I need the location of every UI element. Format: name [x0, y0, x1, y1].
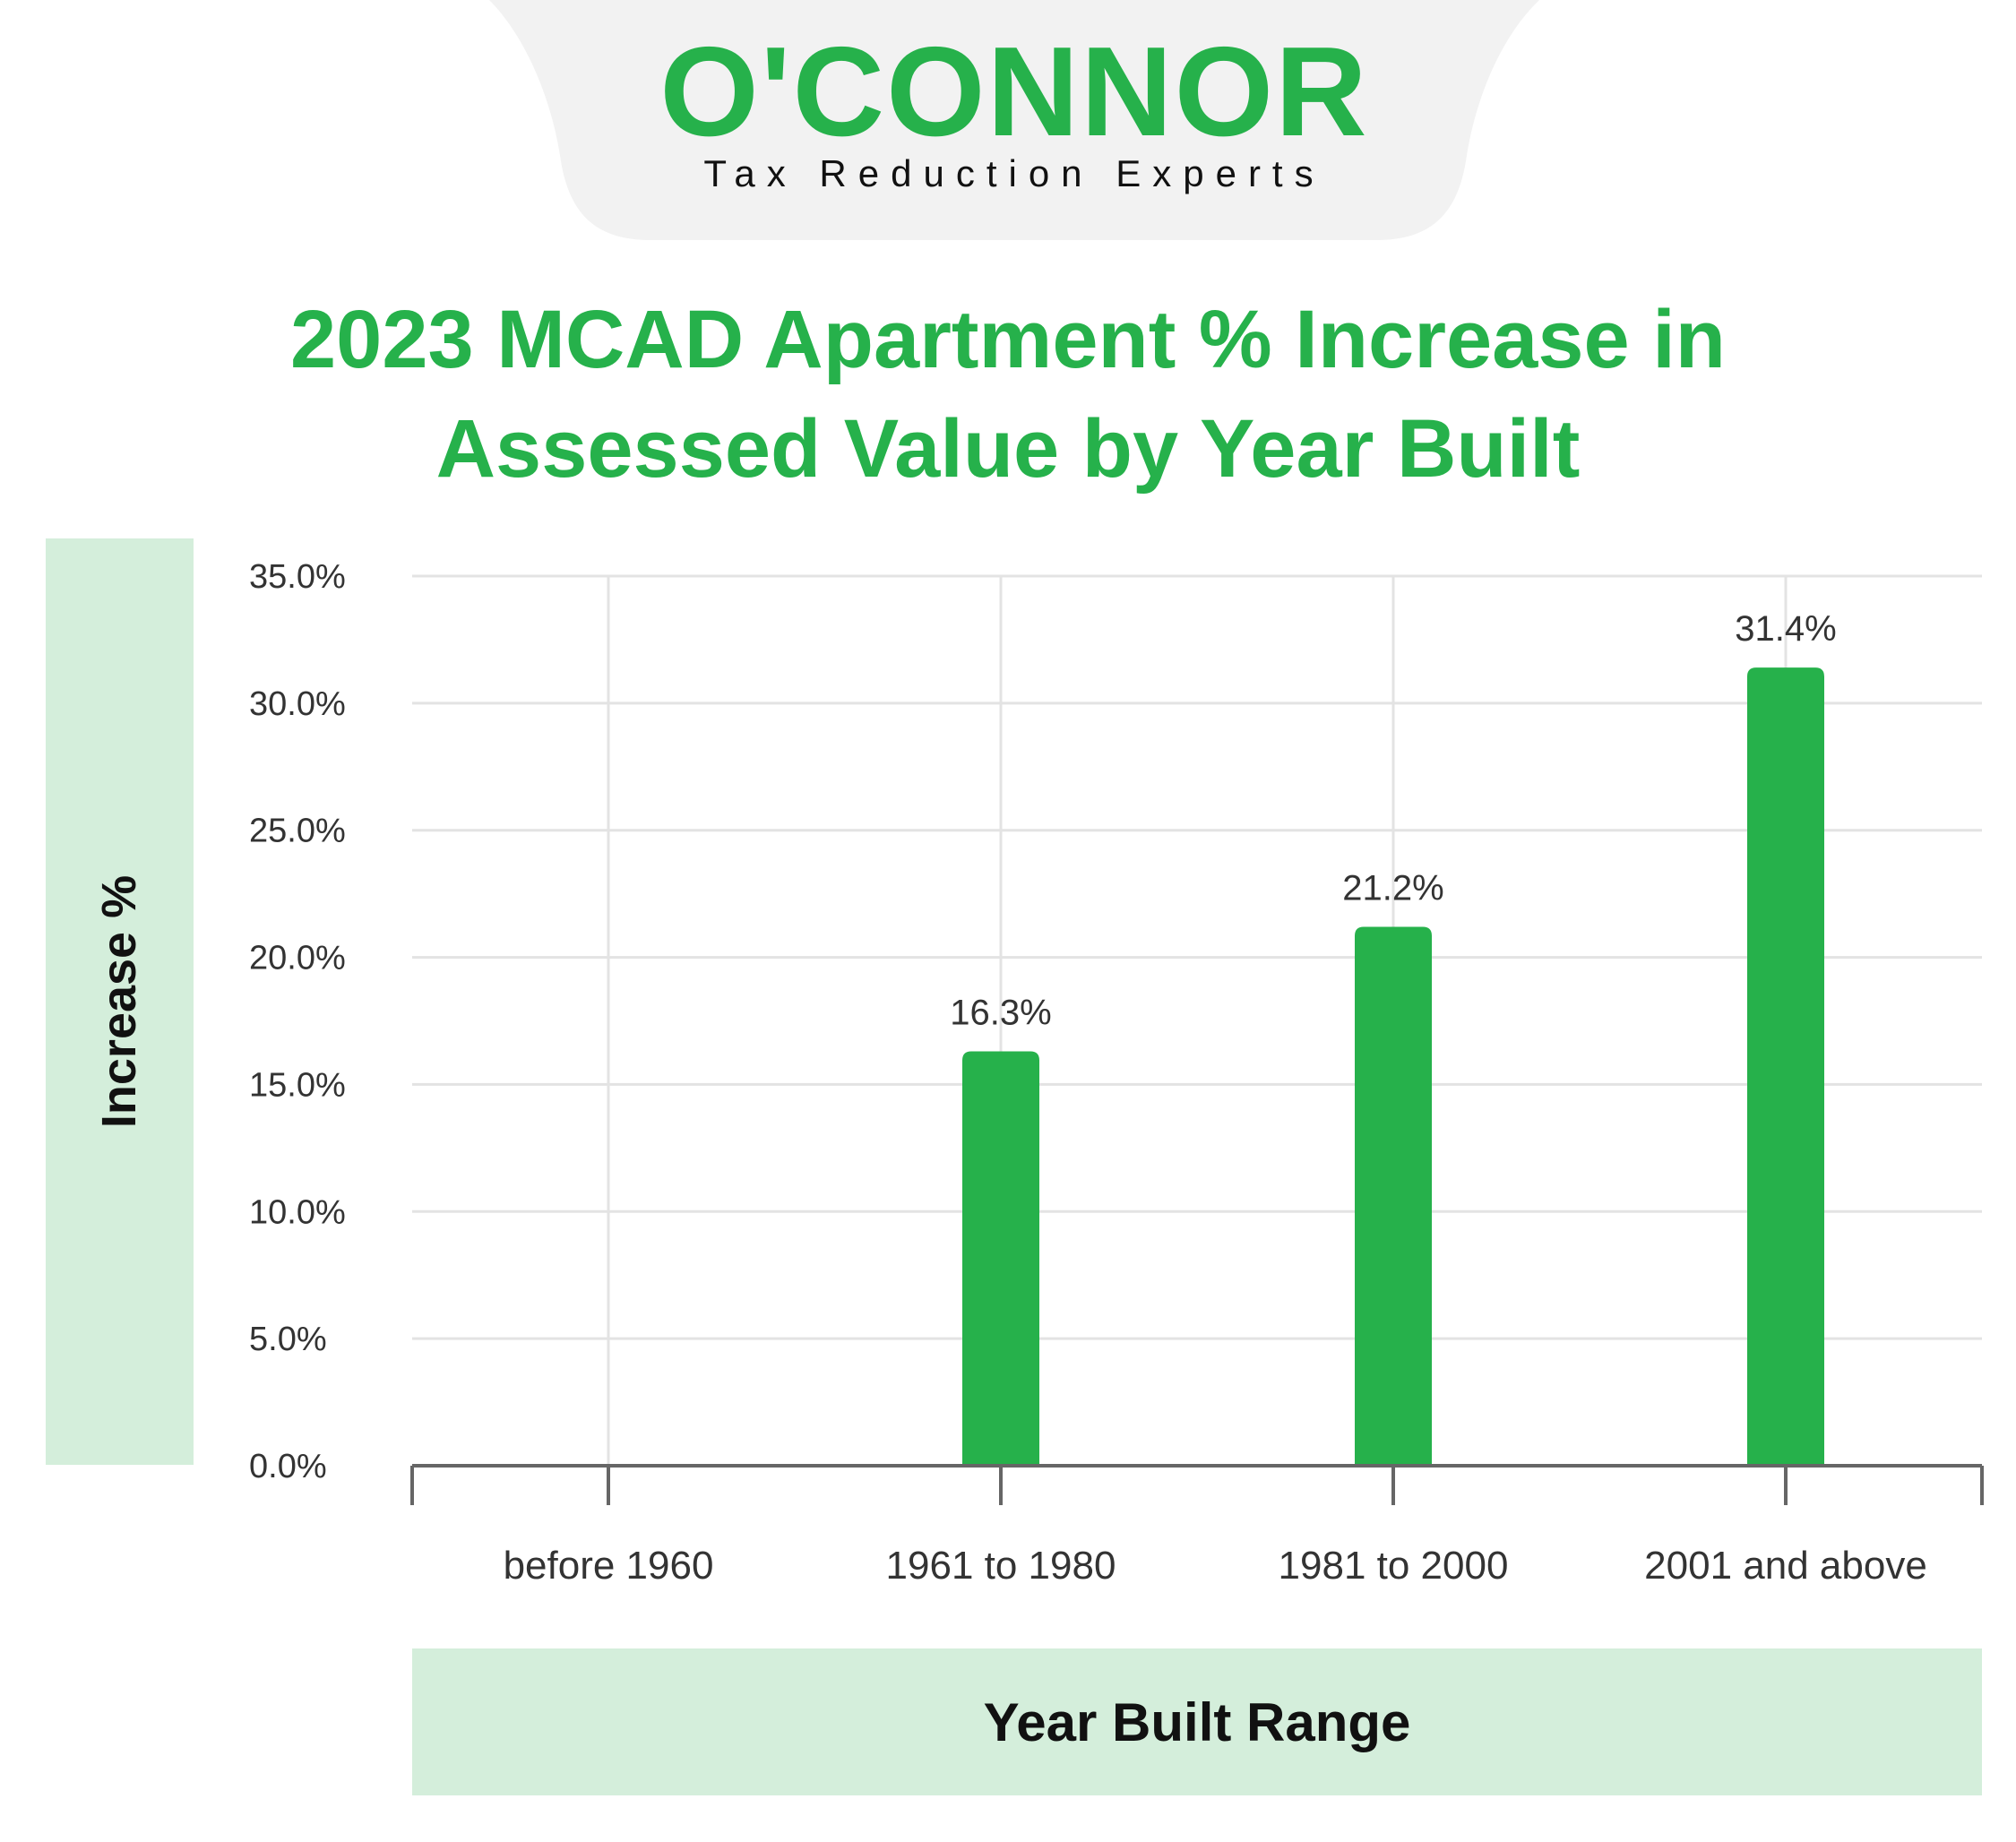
x-tick-label: 1961 to 1980	[886, 1544, 1116, 1588]
data-label: 31.4%	[1735, 609, 1836, 649]
x-axis-label: Year Built Range	[983, 1691, 1411, 1752]
bar	[962, 1051, 1039, 1466]
y-tick-label: 20.0%	[249, 940, 346, 977]
y-axis-label-panel	[46, 538, 194, 1465]
y-tick-label: 35.0%	[249, 558, 346, 596]
y-tick-label: 10.0%	[249, 1193, 346, 1231]
bar	[1747, 667, 1824, 1466]
chart-title: 2023 MCAD Apartment % Increase in Assess…	[289, 294, 1726, 495]
x-tick-label: 2001 and above	[1644, 1544, 1927, 1588]
brand-tagline: Tax Reduction Experts	[703, 152, 1325, 194]
y-tick-label: 15.0%	[249, 1066, 346, 1104]
header-background	[489, 0, 1539, 240]
data-label: 21.2%	[1342, 869, 1443, 908]
x-tick-label: before 1960	[504, 1544, 714, 1588]
brand-logo: O'CONNOR	[659, 21, 1369, 163]
y-tick-label: 30.0%	[249, 685, 346, 723]
y-tick-label: 0.0%	[249, 1448, 327, 1485]
y-tick-label: 25.0%	[249, 813, 346, 850]
x-tick-label: 1981 to 2000	[1279, 1544, 1509, 1588]
bar	[1355, 926, 1432, 1466]
y-tick-label: 5.0%	[249, 1321, 327, 1358]
x-axis-label-panel: Year Built Range	[412, 1648, 1982, 1795]
data-label: 16.3%	[950, 994, 1051, 1033]
